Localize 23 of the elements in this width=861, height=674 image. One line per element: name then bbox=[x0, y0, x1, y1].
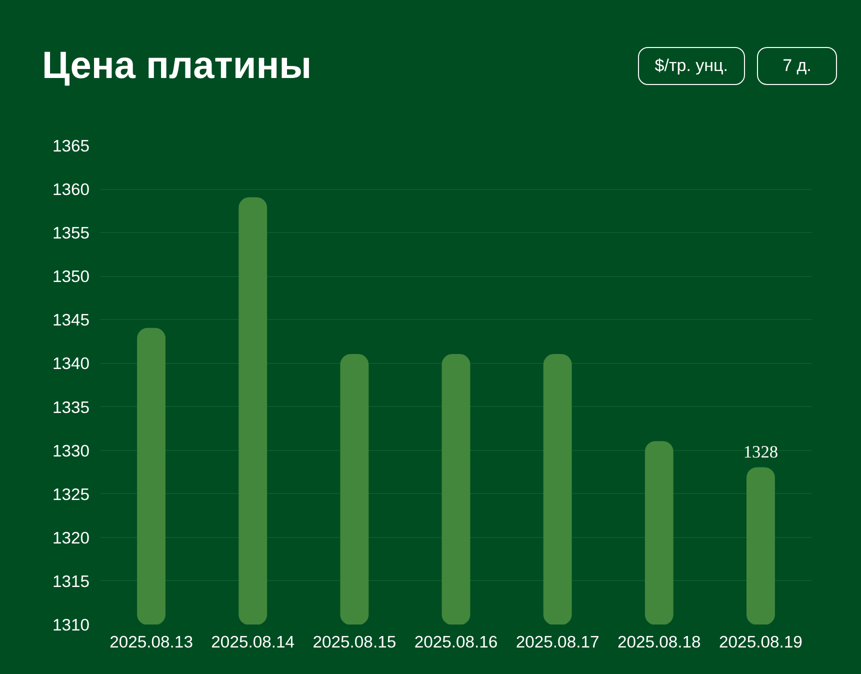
y-tick-label: 1325 bbox=[52, 484, 90, 504]
y-tick-label: 1360 bbox=[52, 180, 90, 200]
y-tick-label: 1345 bbox=[52, 310, 90, 330]
y-tick-label: 1355 bbox=[52, 224, 90, 243]
x-tick-label: 2025.08.16 bbox=[414, 632, 498, 652]
x-tick-label: 2025.08.15 bbox=[312, 632, 396, 652]
y-tick-label: 1350 bbox=[52, 267, 90, 286]
y-tick-label: 1315 bbox=[52, 572, 90, 591]
text: $/тр. унц. bbox=[638, 47, 745, 86]
x-tick-label: 2025.08.13 bbox=[110, 632, 193, 652]
x-tick-label: 2025.08.14 bbox=[211, 632, 295, 652]
chart-title: Цена платины bbox=[42, 44, 312, 89]
y-tick-label: 1320 bbox=[52, 528, 90, 548]
y-tick-label: 1340 bbox=[52, 354, 90, 374]
y-tick-label: 1310 bbox=[52, 616, 90, 634]
text: 7 д. bbox=[757, 47, 837, 86]
x-tick-label: 2025.08.18 bbox=[617, 632, 701, 652]
data-label: 1328 bbox=[743, 442, 778, 462]
x-tick-label: 2025.08.17 bbox=[516, 632, 600, 652]
y-tick-label: 1335 bbox=[52, 398, 90, 417]
y-tick-label: 1330 bbox=[52, 441, 90, 460]
y-tick-label: 1365 bbox=[52, 136, 90, 156]
x-tick-label: 2025.08.19 bbox=[719, 632, 802, 652]
